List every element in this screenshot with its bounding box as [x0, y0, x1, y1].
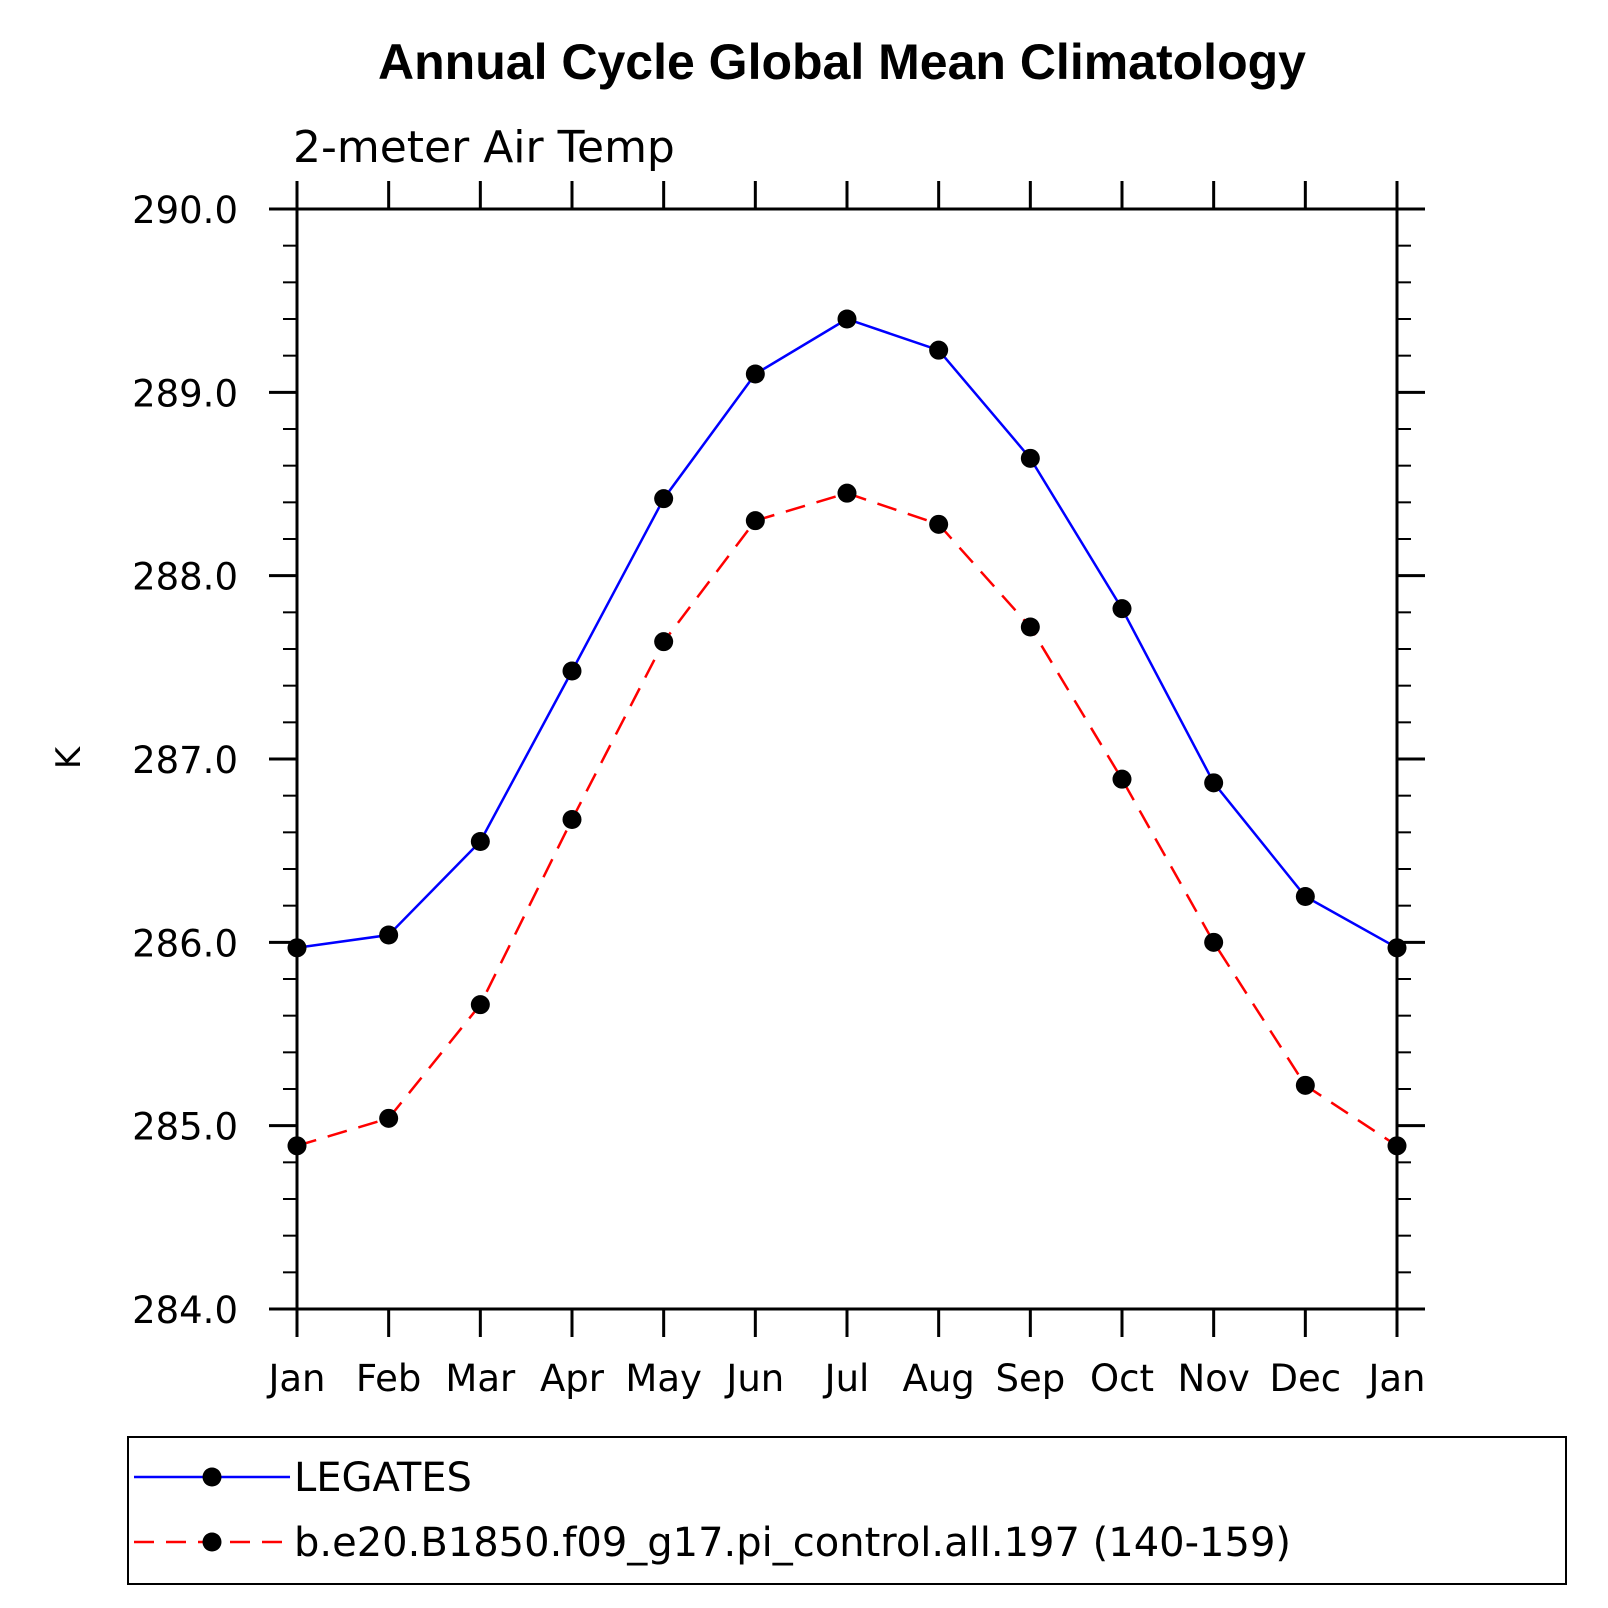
y-tick-label: 290.0 [132, 189, 238, 232]
series-1-point [1020, 617, 1040, 637]
series-1-point [379, 1108, 399, 1128]
x-tick-label: Mar [445, 1357, 516, 1400]
x-tick-label: Jun [724, 1357, 784, 1400]
x-tick-label: Dec [1270, 1357, 1342, 1400]
series-1-point [929, 514, 949, 534]
series-0-point [929, 340, 949, 360]
axis-ticks: Jan Feb Mar Apr May Jun Jul Aug Sep Oct Nov Dec Jan 2… [132, 181, 1426, 1400]
legend-marker-0 [202, 1467, 222, 1487]
series-0-point [562, 661, 582, 681]
x-tick-label: Nov [1178, 1357, 1250, 1400]
y-tick-label: 288.0 [132, 556, 238, 599]
series-0-point [470, 832, 490, 851]
x-tick-label: May [625, 1357, 702, 1400]
x-tick-label: Feb [356, 1357, 422, 1400]
legend-label-1: b.e20.B1850.f09_g17.pi_control.all.197 (… [294, 1520, 1291, 1566]
legend-marker-1 [202, 1532, 222, 1552]
x-tick-label: Apr [540, 1357, 605, 1400]
legend-label-0: LEGATES [294, 1455, 472, 1501]
series-1-point [745, 511, 765, 531]
y-tick-label: 287.0 [132, 739, 238, 782]
series-0-point [745, 364, 765, 384]
series-0-point [379, 925, 399, 945]
x-tick-label: Jan [1366, 1357, 1425, 1400]
y-tick-label: 289.0 [132, 372, 238, 415]
series-0-point [1295, 887, 1315, 906]
y-tick-label: 286.0 [132, 922, 238, 965]
plot-frame [295, 207, 1399, 1311]
y-tick-label: 285.0 [132, 1106, 238, 1149]
y-tick-label: 284.0 [132, 1289, 238, 1332]
series-1-point [470, 995, 490, 1015]
series-line-0 [296, 317, 1398, 950]
series-0-point [1387, 938, 1407, 958]
series-0-point [837, 309, 857, 329]
series-0-point [654, 489, 674, 509]
chart-title: Annual Cycle Global Mean Climatology [378, 34, 1306, 90]
legend-box [127, 1436, 1567, 1585]
series-0-point [1020, 448, 1040, 468]
chart-subtitle: 2-meter Air Temp [293, 122, 675, 173]
series-1-point [837, 483, 857, 503]
x-tick-label: Jan [266, 1357, 325, 1400]
series-1-point [1295, 1075, 1315, 1095]
series-0-point [287, 938, 307, 958]
x-tick-label: Sep [995, 1357, 1065, 1400]
series-layer [287, 309, 1407, 1156]
legend: LEGATES b.e20.B1850.f09_g17.pi_control.al… [127, 1436, 1567, 1585]
x-tick-label: Aug [903, 1357, 975, 1400]
series-1-point [1112, 769, 1132, 789]
series-line-1 [296, 491, 1398, 1147]
series-1-point [287, 1136, 307, 1156]
series-0-point [1112, 599, 1132, 619]
series-1-point [562, 810, 582, 829]
series-0-point [1204, 773, 1224, 793]
series-1-point [1387, 1136, 1407, 1156]
y-axis-label: K [49, 745, 89, 769]
series-1-point [654, 632, 674, 652]
series-1-point [1204, 932, 1224, 952]
x-tick-label: Jul [823, 1357, 870, 1400]
x-tick-label: Oct [1090, 1357, 1154, 1400]
